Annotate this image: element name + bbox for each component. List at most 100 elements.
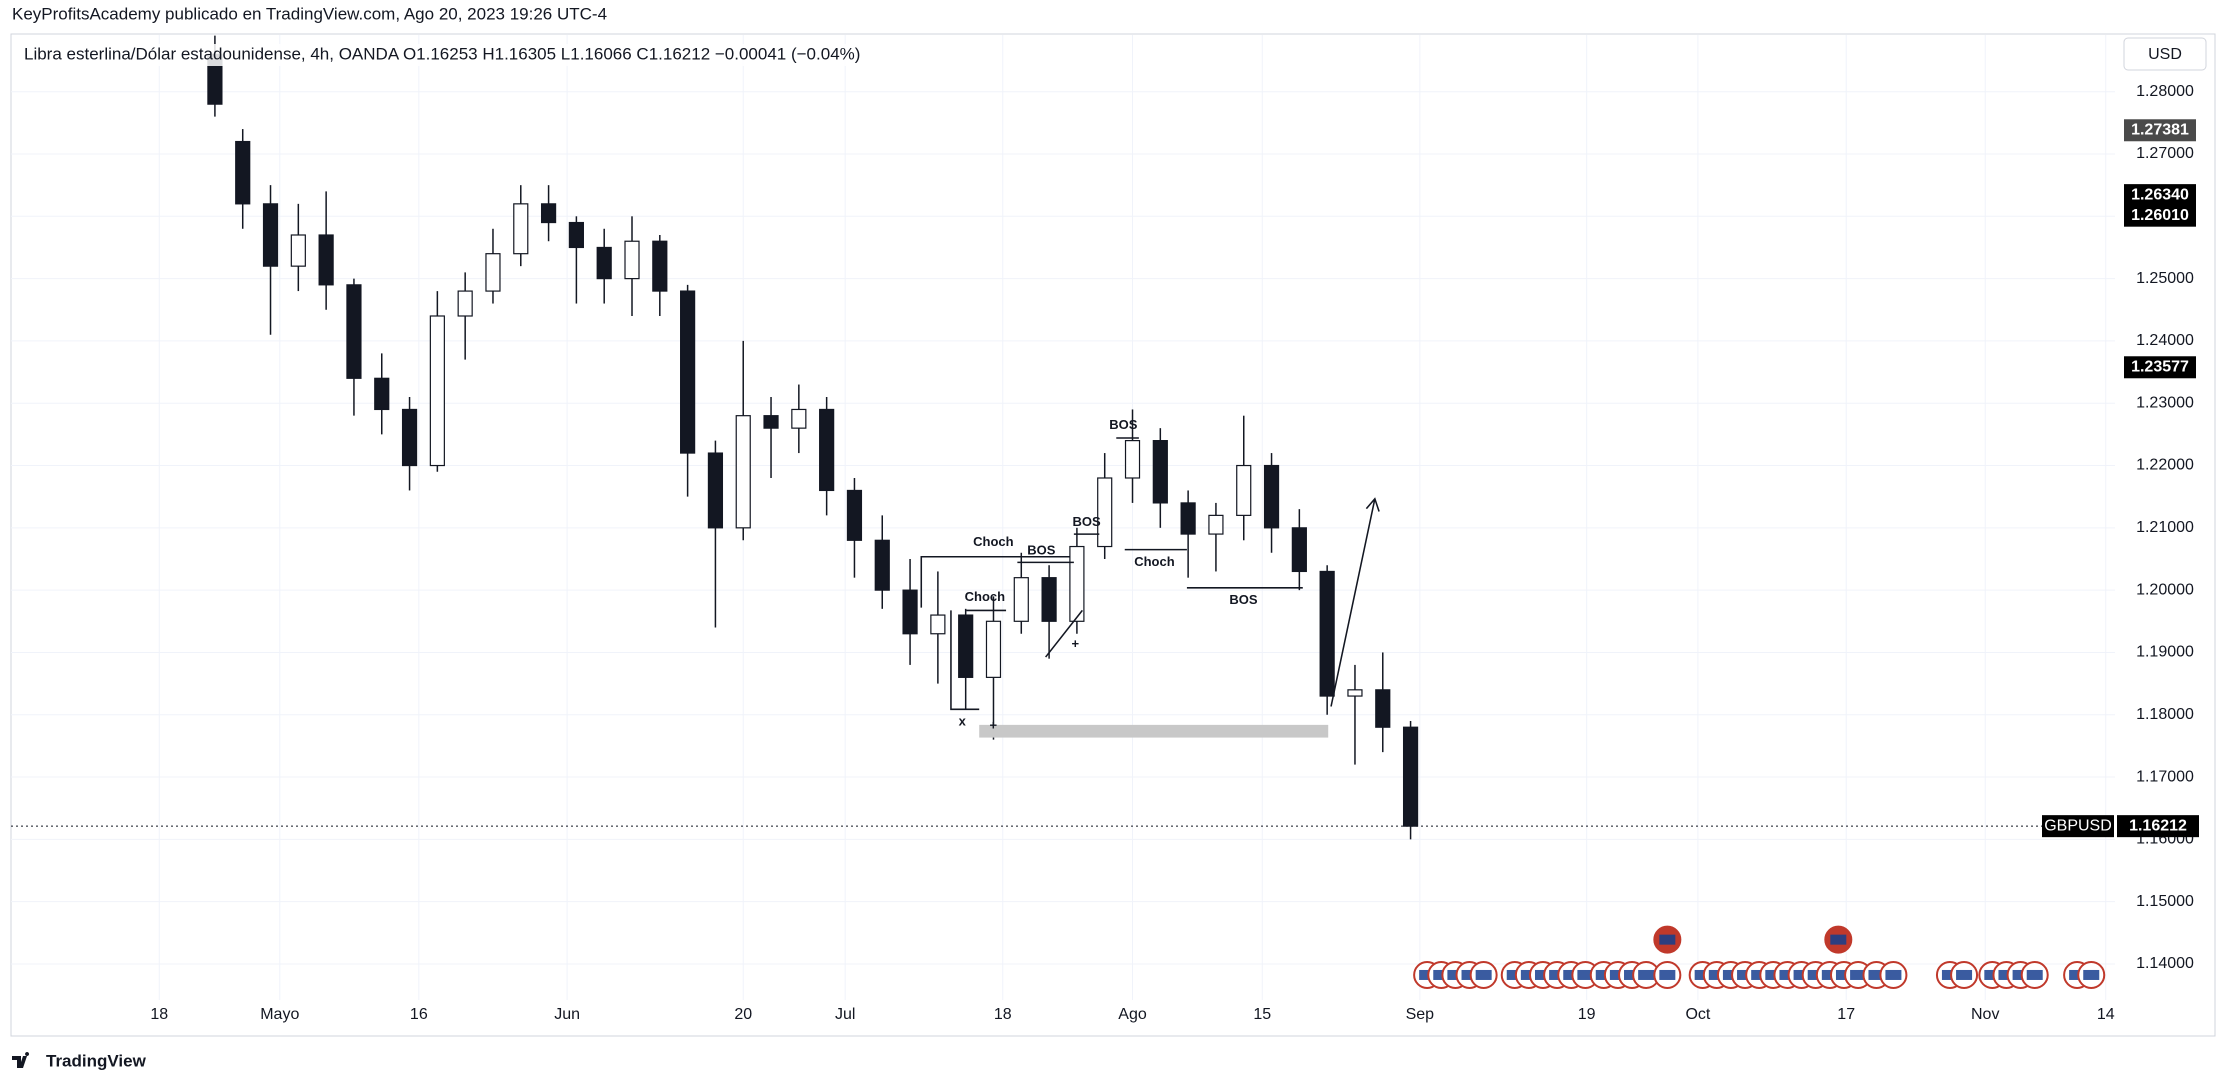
candle-body (1041, 577, 1057, 622)
event-flag (1722, 969, 1739, 980)
symbol-label: GBPUSD (2044, 817, 2112, 834)
candle-body (457, 290, 473, 317)
candle-body (1208, 514, 1224, 535)
symbol-box (2042, 815, 2114, 838)
drawings (920, 437, 1380, 738)
price-label-box (2124, 119, 2196, 142)
annotation: BOS (1229, 592, 1258, 607)
price-label-box (2124, 184, 2196, 207)
candle-body (235, 140, 251, 205)
candle-body (624, 240, 640, 280)
x-tick-label: Sep (1406, 1006, 1435, 1023)
price-label-box (2124, 204, 2196, 227)
event-flag (1737, 969, 1754, 980)
candle-body (513, 203, 529, 255)
event-flag (1595, 969, 1612, 980)
x-tick-label: Mayo (260, 1006, 299, 1023)
annotation: BOS (1109, 417, 1138, 432)
event-flag (1577, 969, 1594, 980)
event-flag (1520, 969, 1537, 980)
currency-label[interactable]: USD (2148, 46, 2182, 63)
event-flag (1765, 969, 1782, 980)
candle-body (568, 221, 584, 249)
event-flag (1779, 969, 1796, 980)
candle-body (680, 290, 696, 454)
y-tick-label: 1.17000 (2136, 768, 2194, 785)
event-flag (1868, 969, 1885, 980)
y-tick-label: 1.20000 (2136, 581, 2194, 598)
price-label-box (2124, 356, 2196, 379)
price-label: 1.23577 (2131, 358, 2189, 375)
candle-body (707, 452, 724, 529)
event-flag (2069, 969, 2086, 980)
event-flag (1835, 969, 1852, 980)
event-flag (1956, 969, 1973, 980)
event-flag (1885, 969, 1902, 980)
event-flag (1807, 969, 1824, 980)
event-flag (1475, 969, 1492, 980)
byline: KeyProfitsAcademy publicado en TradingVi… (12, 4, 607, 23)
candle-body (874, 539, 890, 591)
candle-body (290, 234, 306, 267)
zone (979, 724, 1329, 738)
x-tick-label: 18 (150, 1006, 168, 1023)
x-tick-label: 14 (2097, 1006, 2115, 1023)
event-flag (1694, 969, 1711, 980)
y-tick-label: 1.27000 (2136, 145, 2194, 162)
y-tick-label: 1.23000 (2136, 394, 2194, 411)
x-tick-label: 15 (1253, 1006, 1271, 1023)
event-flag (1984, 969, 2001, 980)
candle-body (1180, 502, 1196, 535)
event-flag (1549, 969, 1566, 980)
last-price-box (2117, 815, 2199, 838)
candle-body (374, 377, 390, 411)
currency-button[interactable] (2123, 37, 2207, 71)
x-tick-label: Jul (835, 1006, 855, 1023)
legend: Libra esterlina/Dólar estadounidense, 4h… (24, 44, 860, 63)
event-flag (1708, 969, 1725, 980)
event-flag (1624, 969, 1641, 980)
x-tick-label: Oct (1685, 1006, 1710, 1023)
candle-body (819, 408, 835, 492)
candle-body (652, 240, 668, 292)
event-flag (1659, 969, 1676, 980)
y-tick-label: 1.24000 (2136, 332, 2194, 349)
event-flag (1830, 934, 1847, 945)
candle-body (791, 408, 807, 429)
candle-body (763, 415, 779, 429)
candle-body (958, 614, 974, 678)
event-flag (1638, 969, 1655, 980)
candle-body (1263, 464, 1280, 529)
x-tick-label: Jun (554, 1006, 580, 1023)
event-flag (1447, 969, 1464, 980)
candle-body (1319, 570, 1335, 697)
event-flag (1659, 934, 1676, 945)
event-flag (1433, 969, 1450, 980)
annotation: Choch (1134, 554, 1175, 569)
y-tick-label: 1.21000 (2136, 519, 2194, 536)
event-flag (1419, 969, 1436, 980)
price-label: 1.26010 (2131, 207, 2189, 224)
candle-body (985, 620, 1002, 678)
candle-body (1402, 726, 1419, 827)
event-flag (1941, 969, 1958, 980)
candles (207, 35, 1419, 840)
annotation: Choch (973, 534, 1014, 549)
event-flag (1850, 969, 1867, 980)
x-tick-label: Ago (1118, 1006, 1147, 1023)
candle-body (1291, 527, 1307, 573)
x-tick-label: 20 (734, 1006, 752, 1023)
candle-body (485, 253, 501, 292)
annotation: + (990, 718, 998, 733)
candle-body (1013, 577, 1029, 622)
arrow-head (1365, 497, 1380, 512)
event-flag (1461, 969, 1478, 980)
event-flag (2083, 969, 2100, 980)
event-flag (1506, 969, 1523, 980)
candle-body (1236, 464, 1252, 516)
last-price-label: 1.16212 (2129, 817, 2187, 834)
logo (12, 1052, 30, 1068)
y-tick-label: 1.19000 (2136, 644, 2194, 661)
